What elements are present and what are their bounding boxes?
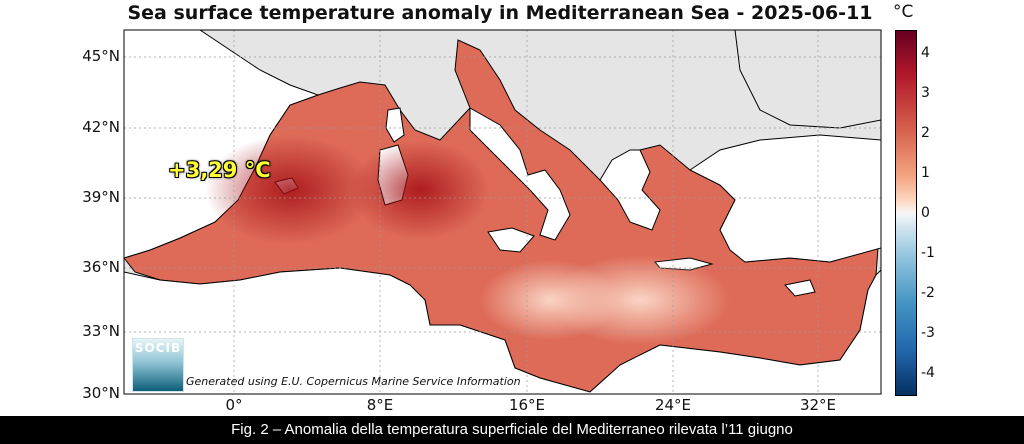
colorbar-unit: °C	[893, 2, 914, 22]
sicily-land	[487, 227, 535, 253]
lat-tick: 39°N	[82, 188, 120, 206]
lat-tick: 36°N	[82, 258, 120, 276]
lon-tick: 16°E	[508, 396, 546, 414]
warm-anomaly-west	[205, 135, 375, 245]
socib-logo: SOCIB	[132, 338, 184, 392]
colorbar-tick: -2	[921, 285, 935, 301]
greece-land	[599, 149, 661, 231]
colorbar	[895, 30, 917, 396]
corsica-land	[385, 107, 405, 143]
data-credit: Generated using E.U. Copernicus Marine S…	[186, 375, 521, 388]
max-anomaly-label: +3,29 °C	[168, 158, 271, 182]
lon-tick: 24°E	[654, 396, 692, 414]
colorbar-tick: 1	[921, 165, 930, 181]
lon-tick: 8°E	[366, 396, 394, 414]
colorbar-tick: 3	[921, 85, 930, 101]
map-frame	[123, 29, 882, 395]
figure-caption: Fig. 2 – Anomalia della temperatura supe…	[0, 416, 1024, 444]
black-sea	[734, 30, 881, 129]
socib-logo-text: SOCIB	[134, 341, 182, 355]
lat-tick: 33°N	[82, 322, 120, 340]
italy-land	[469, 107, 571, 241]
lon-tick: 0°	[225, 396, 243, 414]
lon-tick: 32°E	[799, 396, 837, 414]
colorbar-tick: -1	[921, 245, 935, 261]
lat-tick: 42°N	[82, 118, 120, 136]
lat-tick: 30°N	[82, 384, 120, 402]
warm-anomaly-tyrrhenian	[350, 140, 490, 240]
africa-land	[124, 267, 881, 394]
colorbar-tick: -3	[921, 325, 935, 341]
colorbar-tick: 2	[921, 125, 930, 141]
mild-anomaly-ionian	[480, 260, 620, 340]
turkey-land	[689, 134, 881, 263]
graticule	[124, 30, 881, 394]
cyprus-land	[784, 279, 816, 297]
lat-tick: 45°N	[82, 47, 120, 65]
colorbar-tick: -4	[921, 365, 935, 381]
colorbar-tick: 4	[921, 45, 930, 61]
colorbar-tick: 0	[921, 205, 930, 221]
map-title: Sea surface temperature anomaly in Medit…	[127, 2, 873, 24]
